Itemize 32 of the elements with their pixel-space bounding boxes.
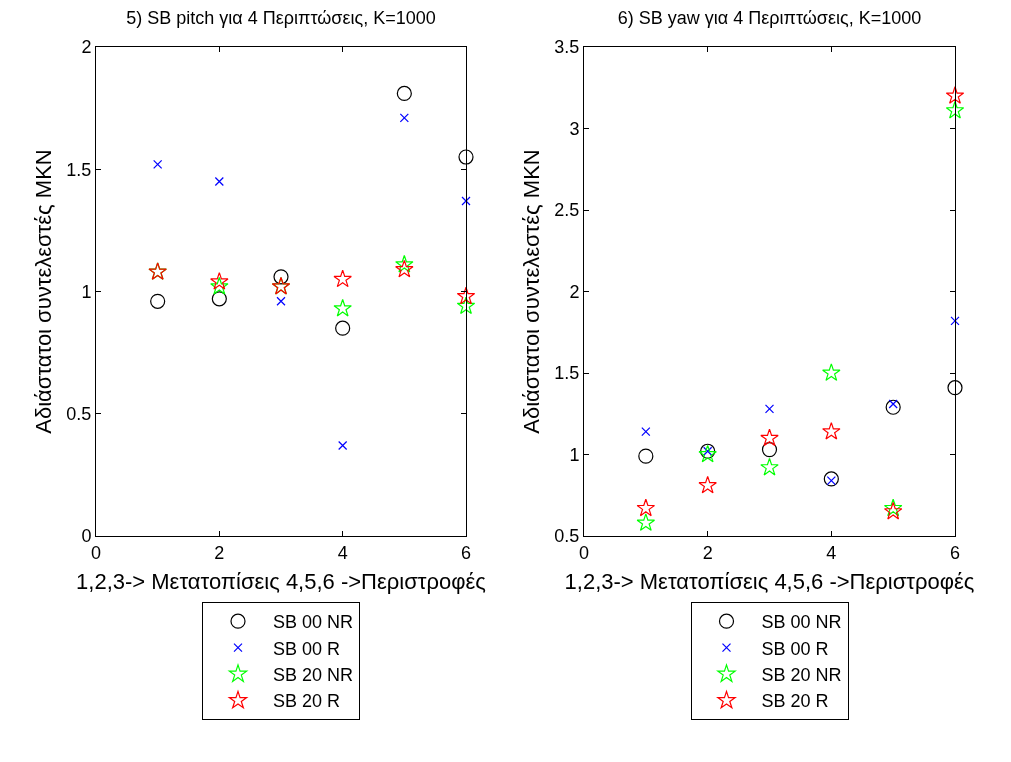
y-tick-label: 3 — [569, 118, 580, 139]
y-tick-label: 3.5 — [554, 37, 580, 58]
chart-title: 5) SB pitch για 4 Περιπτώσεις, K=1000 — [126, 8, 436, 29]
legend-label: SB 00 R — [273, 638, 341, 659]
x-tick-label: 4 — [826, 542, 837, 563]
x-tick-label: 4 — [337, 542, 348, 563]
legend-label: SB 20 NR — [273, 665, 354, 686]
y-tick-label: 2.5 — [554, 200, 580, 221]
y-tick-label: 2 — [569, 281, 580, 302]
legend-label: SB 00 NR — [761, 612, 842, 633]
chart-title: 6) SB yaw για 4 Περιπτώσεις, K=1000 — [617, 8, 922, 29]
legend-label: SB 00 R — [761, 638, 829, 659]
x-tick-label: 6 — [460, 542, 472, 563]
x-tick-label: 2 — [214, 542, 225, 563]
x-axis-title: 1,2,3-> Μετατοπίσεις 4,5,6 ->Περιστροφές — [564, 569, 975, 595]
legend-label: SB 20 R — [273, 691, 341, 712]
legend-label: SB 20 NR — [761, 665, 842, 686]
y-tick-label: 0 — [81, 526, 92, 547]
legend-label: SB 20 R — [761, 691, 829, 712]
x-tick-label: 2 — [702, 542, 713, 563]
y-axis-title: Αδιάστατοι συντελεστές ΜΚΝ — [31, 149, 57, 434]
y-tick-label: 1 — [81, 281, 92, 302]
legend-label: SB 00 NR — [273, 612, 354, 633]
y-tick-label: 0.5 — [554, 526, 580, 547]
y-tick-label: 0.5 — [66, 404, 92, 425]
y-tick-label: 2 — [81, 37, 92, 58]
y-tick-label: 1 — [569, 444, 580, 465]
y-tick-label: 1.5 — [66, 159, 92, 180]
y-axis-title: Αδιάστατοι συντελεστές ΜΚΝ — [519, 149, 545, 434]
x-tick-label: 6 — [949, 542, 961, 563]
y-tick-label: 1.5 — [554, 363, 580, 384]
x-axis-title: 1,2,3-> Μετατοπίσεις 4,5,6 ->Περιστροφές — [76, 569, 486, 595]
